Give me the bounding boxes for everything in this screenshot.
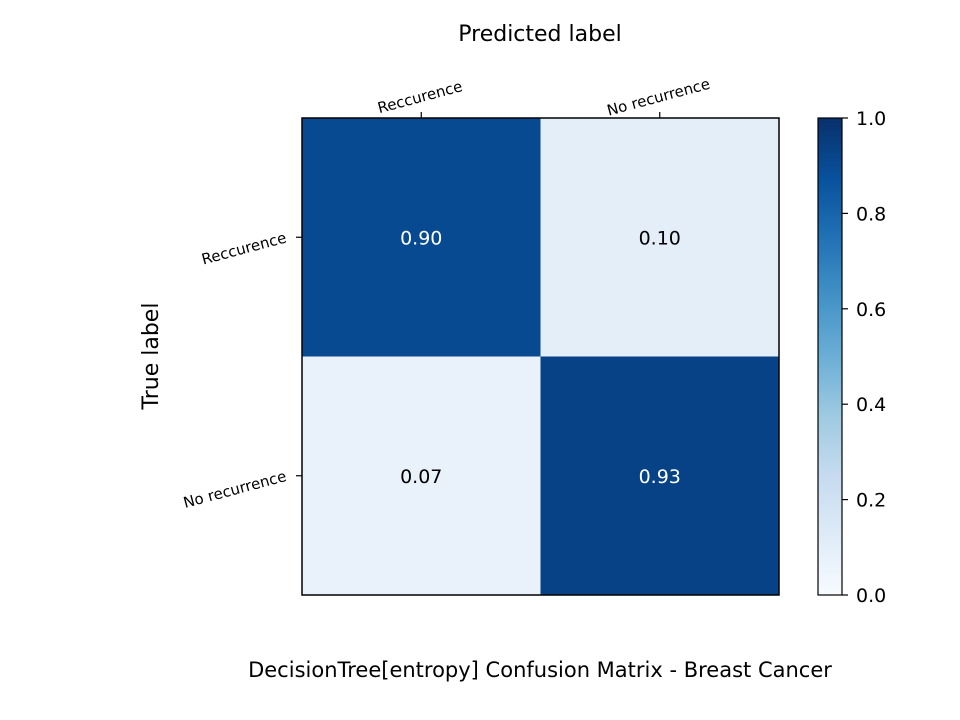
y-tick-label: Reccurence: [200, 229, 289, 269]
heatmap-cell: [540, 356, 780, 596]
cell-value-label: 0.07: [400, 466, 442, 488]
x-axis-ticks: Reccurence No recurrence: [376, 75, 712, 120]
x-tick-label: No recurrence: [605, 75, 712, 120]
x-axis-title: Predicted label: [458, 22, 621, 47]
colorbar-tick-label: 0.6: [856, 299, 886, 321]
heatmap-cells: [302, 118, 780, 596]
matrix-frame: [301, 117, 780, 596]
x-tick-label: Reccurence: [376, 77, 465, 117]
cell-value-labels: 0.90 0.10 0.07 0.93: [400, 227, 681, 488]
y-axis-title: True label: [139, 303, 164, 411]
cell-value-label: 0.90: [400, 227, 442, 249]
colorbar-tick-label: 0.4: [856, 394, 886, 416]
chart-title: DecisionTree[entropy] Confusion Matrix -…: [248, 658, 832, 682]
colorbar: [817, 117, 843, 596]
colorbar-ticks: 0.0 0.2 0.4 0.6 0.8 1.0: [842, 108, 886, 607]
cell-value-label: 0.93: [639, 466, 681, 488]
heatmap-cell: [302, 356, 541, 596]
heatmap-cell: [302, 118, 541, 357]
colorbar-tick-label: 0.2: [856, 490, 886, 512]
colorbar-tick-label: 0.0: [856, 585, 886, 607]
colorbar-tick-label: 0.8: [856, 203, 886, 225]
y-tick-label: No recurrence: [181, 467, 288, 512]
y-axis-ticks: Reccurence No recurrence: [181, 229, 302, 512]
cell-value-label: 0.10: [639, 227, 681, 249]
colorbar-tick-label: 1.0: [856, 108, 886, 130]
heatmap-cell: [540, 118, 780, 357]
